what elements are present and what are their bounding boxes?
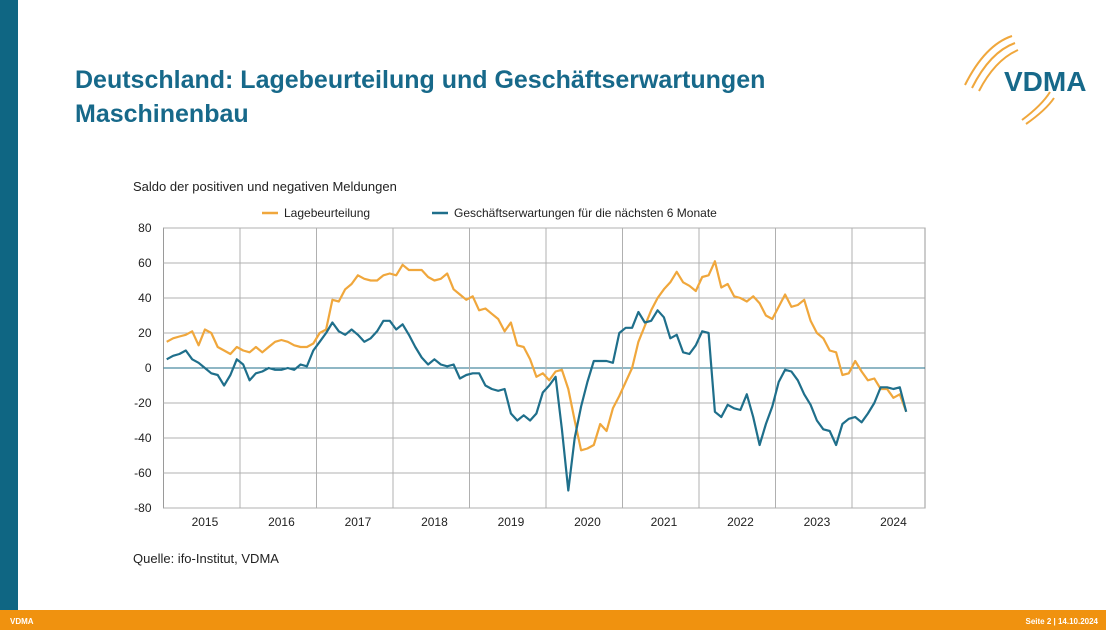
x-tick-label: 2016 bbox=[268, 515, 295, 529]
x-tick-label: 2015 bbox=[192, 515, 219, 529]
y-tick-label: 60 bbox=[138, 256, 152, 270]
logo-arcs bbox=[964, 35, 1055, 125]
chart-subtitle: Saldo der positiven und negativen Meldun… bbox=[133, 179, 397, 194]
x-tick-label: 2018 bbox=[421, 515, 448, 529]
y-tick-label: 20 bbox=[138, 326, 152, 340]
legend-label: Geschäftserwartungen für die nächsten 6 … bbox=[454, 206, 717, 220]
title: Deutschland: Lagebeurteilung und Geschäf… bbox=[75, 66, 765, 94]
logo: VDMA bbox=[1004, 66, 1086, 97]
series-line bbox=[166, 309, 908, 492]
x-tick-label: 2020 bbox=[574, 515, 601, 529]
series-line bbox=[166, 260, 908, 452]
legend-label: Lagebeurteilung bbox=[284, 206, 370, 220]
source: Quelle: ifo-Institut, VDMA bbox=[133, 551, 279, 566]
y-tick-label: 40 bbox=[138, 291, 152, 305]
x-tick-label: 2021 bbox=[651, 515, 678, 529]
footer-bar bbox=[0, 610, 1106, 630]
y-tick-label: -20 bbox=[134, 396, 152, 410]
title: Maschinenbau bbox=[75, 100, 249, 128]
x-tick-label: 2024 bbox=[880, 515, 907, 529]
y-tick-label: 80 bbox=[138, 221, 152, 235]
y-tick-label: -80 bbox=[134, 501, 152, 515]
y-tick-label: 0 bbox=[145, 361, 152, 375]
x-tick-label: 2019 bbox=[498, 515, 525, 529]
x-tick-label: 2017 bbox=[345, 515, 372, 529]
footer-right: Seite 2 | 14.10.2024 bbox=[1025, 617, 1098, 626]
y-tick-label: -40 bbox=[134, 431, 152, 445]
side-bar bbox=[0, 0, 18, 610]
x-tick-label: 2022 bbox=[727, 515, 754, 529]
y-tick-label: -60 bbox=[134, 466, 152, 480]
x-tick-label: 2023 bbox=[804, 515, 831, 529]
footer-left: VDMA bbox=[10, 617, 34, 626]
